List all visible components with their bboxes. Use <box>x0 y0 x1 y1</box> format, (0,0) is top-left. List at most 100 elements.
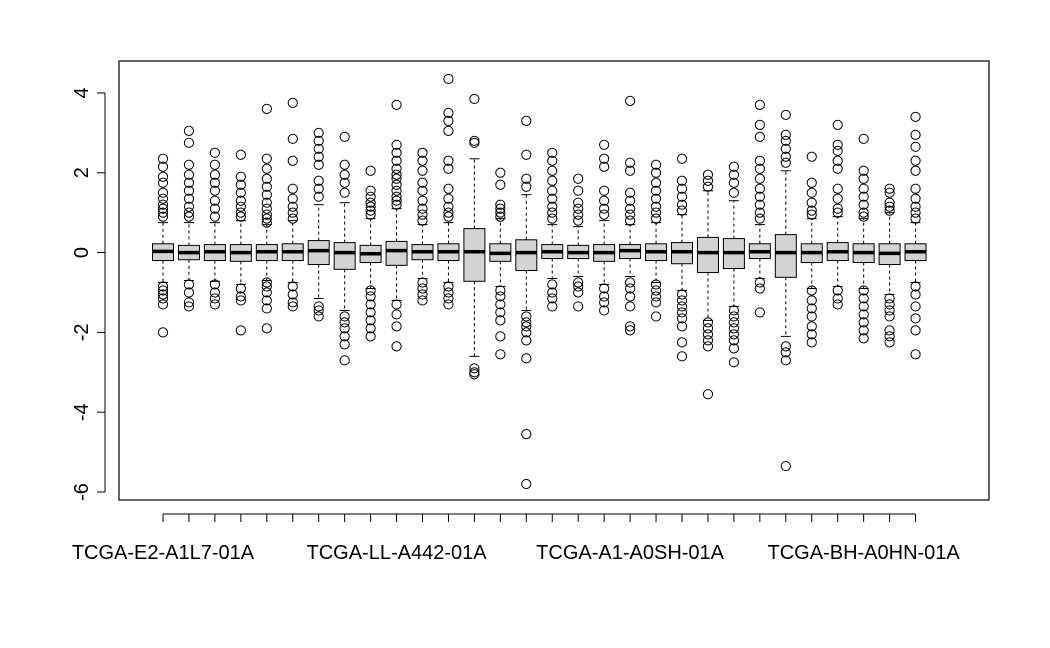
outlier-point <box>157 203 169 214</box>
outlier-point <box>521 173 532 184</box>
outlier-point <box>391 299 402 310</box>
outlier-point <box>676 295 688 306</box>
outlier-point <box>625 195 636 206</box>
outlier-point <box>625 325 636 336</box>
outlier-point <box>676 183 688 194</box>
box <box>333 242 356 270</box>
outlier-point <box>910 281 921 292</box>
outlier-point <box>157 285 169 296</box>
outlier-point <box>417 185 428 196</box>
outlier-point <box>391 195 402 206</box>
outlier-point <box>650 311 662 322</box>
outlier-point <box>183 207 195 218</box>
outlier-point <box>910 141 921 152</box>
outlier-point <box>599 291 610 302</box>
outlier-point <box>884 201 895 212</box>
outlier-point <box>650 285 662 296</box>
outlier-point <box>391 341 402 352</box>
outlier-point <box>676 351 688 362</box>
outlier-point <box>235 171 246 182</box>
outlier-point <box>365 185 376 196</box>
box-group <box>800 151 823 348</box>
outlier-point <box>391 309 402 320</box>
outlier-point <box>391 155 402 166</box>
outlier-point <box>365 323 376 334</box>
outlier-point <box>157 153 169 164</box>
outlier-point <box>910 289 921 300</box>
outlier-point <box>547 279 558 290</box>
outlier-point <box>806 285 817 296</box>
x-axis: TCGA-E2-A1L7-01A TCGA-LL-A442-01A TCGA-A1-… <box>72 513 960 564</box>
outlier-point <box>521 115 532 126</box>
outlier-point <box>858 207 869 218</box>
outlier-point <box>858 211 869 222</box>
outlier-point <box>183 301 195 312</box>
outlier-point <box>702 329 714 340</box>
outlier-point <box>832 183 843 194</box>
outlier-point <box>547 193 558 204</box>
outlier-point <box>754 183 765 194</box>
outlier-point <box>417 209 428 220</box>
outlier-point <box>728 177 740 188</box>
outlier-point <box>858 285 869 296</box>
outlier-point <box>235 291 246 302</box>
outlier-point <box>261 103 272 114</box>
outlier-point <box>391 139 402 150</box>
box <box>463 228 486 282</box>
outlier-point <box>495 285 506 296</box>
outlier-point <box>625 291 636 302</box>
outlier-point <box>443 183 454 194</box>
outlier-point <box>417 177 428 188</box>
outlier-point <box>209 195 220 206</box>
outlier-point <box>157 193 169 204</box>
box-group <box>489 167 512 360</box>
outlier-point <box>676 191 688 202</box>
outlier-point <box>287 183 298 194</box>
outlier-point <box>599 161 610 172</box>
outlier-point <box>625 95 636 107</box>
outlier-point <box>910 193 921 204</box>
box <box>385 240 408 266</box>
box-group <box>411 147 434 306</box>
outlier-point <box>209 147 220 158</box>
outlier-point <box>183 201 195 212</box>
outlier-point <box>313 311 324 322</box>
outlier-point <box>261 217 272 228</box>
box-group <box>177 125 200 312</box>
outlier-point <box>547 293 558 304</box>
outlier-point <box>884 299 895 310</box>
outlier-point <box>573 173 584 184</box>
outlier-point <box>625 283 636 294</box>
outlier-point <box>702 317 714 328</box>
outlier-point <box>754 213 765 224</box>
y-axis: -6 -4 -2 0 2 4 <box>71 87 106 501</box>
outlier-point <box>157 161 169 172</box>
outlier-point <box>599 139 610 150</box>
outlier-point <box>910 155 921 166</box>
outlier-point <box>780 341 791 352</box>
box-group <box>437 73 460 310</box>
outlier-point <box>443 107 454 118</box>
outlier-point <box>573 277 584 288</box>
outlier-point <box>287 207 298 218</box>
outlier-point <box>417 147 428 158</box>
x-tick-label: TCGA-LL-A442-01A <box>307 542 488 564</box>
outlier-point <box>261 295 272 306</box>
outlier-point <box>365 165 376 176</box>
outlier-point <box>832 155 843 166</box>
outlier-point <box>157 299 169 310</box>
outlier-point <box>625 157 636 168</box>
outlier-point <box>547 165 558 176</box>
outlier-point <box>676 199 688 210</box>
outlier-point <box>728 357 740 368</box>
outlier-point <box>858 325 869 336</box>
outlier-point <box>780 157 791 168</box>
outlier-point <box>391 163 402 174</box>
outlier-point <box>391 185 402 196</box>
outlier-point <box>235 207 246 218</box>
outlier-point <box>728 305 740 316</box>
outlier-point <box>521 335 532 346</box>
outlier-point <box>157 171 169 182</box>
outlier-point <box>287 201 298 212</box>
outlier-point <box>521 311 532 322</box>
